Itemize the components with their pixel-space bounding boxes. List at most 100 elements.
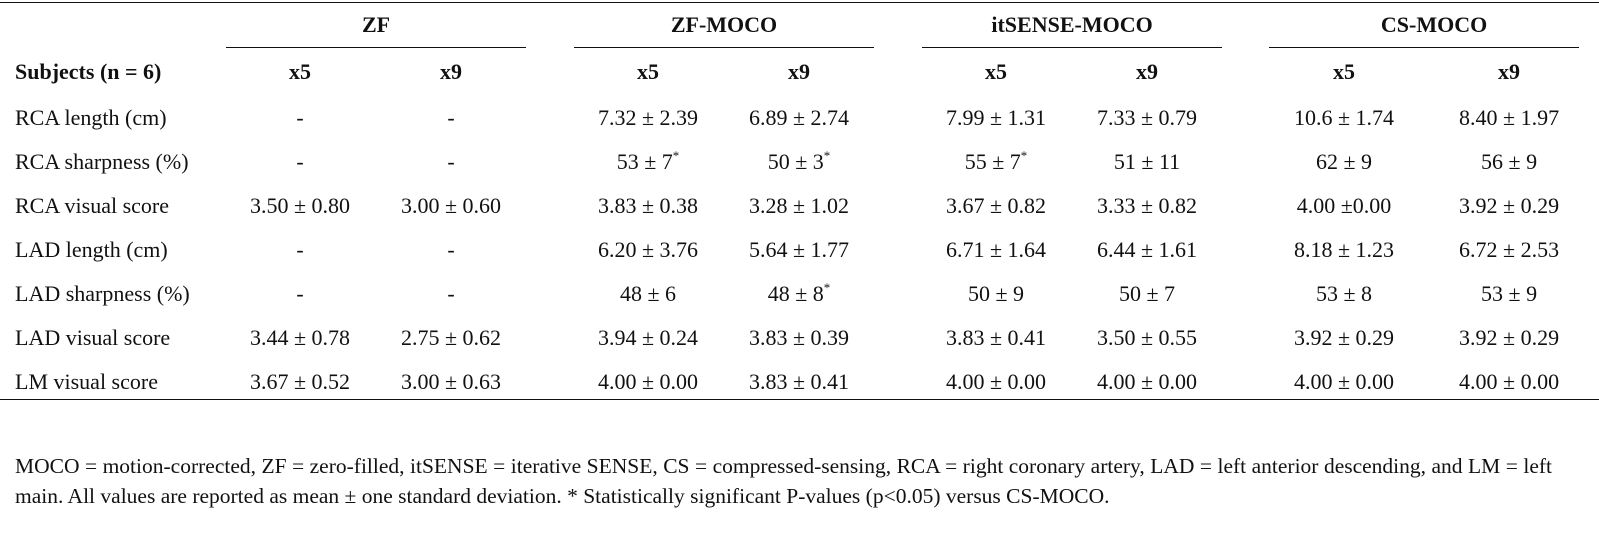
column-gap (1223, 316, 1269, 360)
cell-value: 7.32 ± 2.39 (597, 105, 699, 130)
group-underline-cs-moco (1269, 46, 1580, 48)
table-cell: 50 ± 9 (921, 272, 1071, 316)
table-cell: 48 ± 6 (573, 272, 723, 316)
group-underline-itsense-moco (922, 46, 1223, 48)
cell-value: 4.00 ± 0.00 (597, 369, 699, 394)
table-cell: 3.92 ± 0.29 (1419, 184, 1599, 228)
cell-value: 62 ± 9 (1315, 149, 1373, 174)
column-gap (527, 316, 573, 360)
cell-value: - (447, 105, 455, 130)
cell-value: 5.64 ± 1.77 (748, 237, 850, 262)
table-cell: 3.33 ± 0.82 (1071, 184, 1223, 228)
table-cell: 6.44 ± 1.61 (1071, 228, 1223, 272)
table-cell: 7.32 ± 2.39 (573, 96, 723, 140)
table-cell: 3.00 ± 0.60 (375, 184, 527, 228)
cell-value: 6.20 ± 3.76 (597, 237, 699, 262)
table-cell: 6.71 ± 1.64 (921, 228, 1071, 272)
table-cell: 2.75 ± 0.62 (375, 316, 527, 360)
table-cell: 3.94 ± 0.24 (573, 316, 723, 360)
table-cell: 53 ± 8 (1269, 272, 1419, 316)
table-cell: - (375, 228, 527, 272)
table-cell: 4.00 ± 0.00 (573, 360, 723, 404)
column-gap (875, 316, 921, 360)
table-cell: 3.92 ± 0.29 (1419, 316, 1599, 360)
cell-value: 3.92 ± 0.29 (1459, 325, 1560, 350)
table-cell: - (375, 96, 527, 140)
cell-value: 55 ± 7 (964, 149, 1021, 174)
table-cell: 3.50 ± 0.80 (225, 184, 375, 228)
subheader-zf-x9: x9 (440, 59, 462, 84)
cell-value: 56 ± 9 (1481, 149, 1538, 174)
table-top-rule (0, 2, 1599, 3)
cell-value: 8.18 ± 1.23 (1293, 237, 1395, 262)
cell-value: 7.99 ± 1.31 (945, 105, 1047, 130)
table-cell: - (225, 272, 375, 316)
table-row: LAD length (cm) - - 6.20 ± 3.76 5.64 ± 1.77 6… (0, 228, 1599, 272)
column-gap (875, 184, 921, 228)
table-cell: 3.50 ± 0.55 (1071, 316, 1223, 360)
cell-value: - (296, 237, 304, 262)
cell-value: 50 ± 3 (767, 149, 824, 174)
cell-value: - (447, 149, 455, 174)
table-cell: 7.33 ± 0.79 (1071, 96, 1223, 140)
table-cell: 8.18 ± 1.23 (1269, 228, 1419, 272)
group-header-zf: ZF (361, 12, 391, 37)
table-cell: 56 ± 9 (1419, 140, 1599, 184)
group-header-row: ZF ZF-MOCO itSENSE-MOCO CS-MOCO (0, 4, 1599, 46)
cell-value: 4.00 ± 0.00 (1096, 369, 1198, 394)
cell-value: 4.00 ± 0.00 (1459, 369, 1560, 394)
table-cell: 8.40 ± 1.97 (1419, 96, 1599, 140)
table-cell: - (225, 140, 375, 184)
table-cell: 51 ± 11 (1071, 140, 1223, 184)
cell-value: 3.83 ± 0.41 (748, 369, 850, 394)
column-gap (1223, 140, 1269, 184)
group-header-cs-moco: CS-MOCO (1380, 12, 1488, 37)
table-cell: 6.20 ± 3.76 (573, 228, 723, 272)
column-gap (1223, 96, 1269, 140)
table-cell: 6.89 ± 2.74 (723, 96, 875, 140)
cell-value: 53 ± 7 (616, 149, 673, 174)
table-row: LM visual score 3.67 ± 0.52 3.00 ± 0.63 4.0… (0, 360, 1599, 404)
column-gap (875, 272, 921, 316)
group-underline-row (0, 46, 1599, 48)
table-cell: 6.72 ± 2.53 (1419, 228, 1599, 272)
cell-value: 7.33 ± 0.79 (1096, 105, 1198, 130)
cell-value: 3.50 ± 0.80 (249, 193, 351, 218)
subheader-cs-moco-x5: x5 (1333, 59, 1356, 84)
results-table: ZF ZF-MOCO itSENSE-MOCO CS-MOCO Subjects… (0, 4, 1599, 404)
cell-value: 50 ± 7 (1118, 281, 1176, 306)
table-row: RCA visual score 3.50 ± 0.80 3.00 ± 0.60 3.… (0, 184, 1599, 228)
cell-value: 3.94 ± 0.24 (597, 325, 699, 350)
cell-value: - (296, 105, 304, 130)
cell-value: - (296, 149, 304, 174)
group-header-itsense-moco: itSENSE-MOCO (991, 12, 1153, 37)
cell-value: - (447, 237, 455, 262)
group-underline-zf-moco (574, 46, 874, 48)
table-cell: - (375, 140, 527, 184)
cell-value: 53 ± 9 (1481, 281, 1538, 306)
table-cell: 3.28 ± 1.02 (723, 184, 875, 228)
column-gap (875, 228, 921, 272)
cell-value: 4.00 ± 0.00 (945, 369, 1047, 394)
cell-value: 4.00 ±0.00 (1296, 193, 1392, 218)
cell-value: 3.92 ± 0.29 (1459, 193, 1560, 218)
cell-value: 3.00 ± 0.63 (400, 369, 502, 394)
cell-value: - (296, 281, 304, 306)
cell-value: 3.83 ± 0.38 (597, 193, 699, 218)
table-row: RCA length (cm) - - 7.32 ± 2.39 6.89 ± 2.74 7… (0, 96, 1599, 140)
row-label: LAD length (cm) (15, 237, 168, 262)
table-cell: 53 ± 7* (573, 140, 723, 184)
cell-value: 51 ± 11 (1113, 149, 1181, 174)
row-label: RCA sharpness (%) (15, 149, 189, 174)
subheader-itsense-moco-x5: x5 (985, 59, 1008, 84)
subheader-row: Subjects (n = 6) x5 x9 x5 x9 x5 x9 x5 x9 (0, 48, 1599, 96)
table-cell: 53 ± 9 (1419, 272, 1599, 316)
subheader-zf-moco-x5: x5 (637, 59, 659, 84)
empty-corner (0, 4, 225, 46)
table-row: LAD sharpness (%) - - 48 ± 6 48 ± 8* 50 ± 9 50… (0, 272, 1599, 316)
cell-value: 6.44 ± 1.61 (1096, 237, 1198, 262)
cell-value: 2.75 ± 0.62 (400, 325, 502, 350)
table-cell: 3.83 ± 0.41 (921, 316, 1071, 360)
table-row: RCA sharpness (%) - -53 ± 7* 50 ± 3* 55 ± 7*… (0, 140, 1599, 184)
cell-value: 3.44 ± 0.78 (249, 325, 351, 350)
